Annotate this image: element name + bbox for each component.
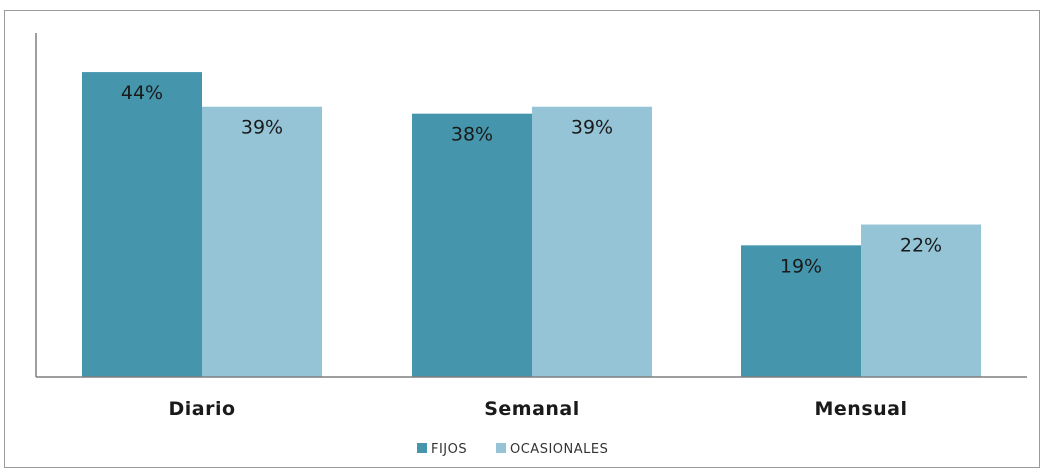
data-label-ocasionales-diario: 39% <box>241 117 283 139</box>
category-label-mensual: Mensual <box>815 398 908 420</box>
bar-ocasionales-semanal <box>532 106 652 377</box>
legend-swatch-fijos <box>417 443 427 453</box>
legend-swatch-ocasionales <box>496 443 506 453</box>
data-label-fijos-mensual: 19% <box>780 255 822 277</box>
legend-label-ocasionales: OCASIONALES <box>510 442 608 457</box>
bar-ocasionales-diario <box>202 106 322 377</box>
data-label-ocasionales-mensual: 22% <box>900 235 942 257</box>
legend-label-fijos: FIJOS <box>431 442 467 457</box>
bar-labels-group: 44% 39% 38% 39% 19% 22% <box>121 82 942 277</box>
category-labels-group: Diario Semanal Mensual <box>168 398 907 420</box>
data-label-fijos-diario: 44% <box>121 82 163 104</box>
bar-fijos-semanal <box>412 113 532 377</box>
category-label-semanal: Semanal <box>484 398 580 420</box>
bar-fijos-diario <box>82 72 202 377</box>
category-label-diario: Diario <box>168 398 235 420</box>
legend: FIJOS OCASIONALES <box>417 442 608 457</box>
bars-group <box>82 72 981 377</box>
bar-ocasionales-mensual <box>861 224 981 377</box>
bar-fijos-mensual <box>741 245 861 377</box>
data-label-fijos-semanal: 38% <box>451 124 493 146</box>
data-label-ocasionales-semanal: 39% <box>571 117 613 139</box>
